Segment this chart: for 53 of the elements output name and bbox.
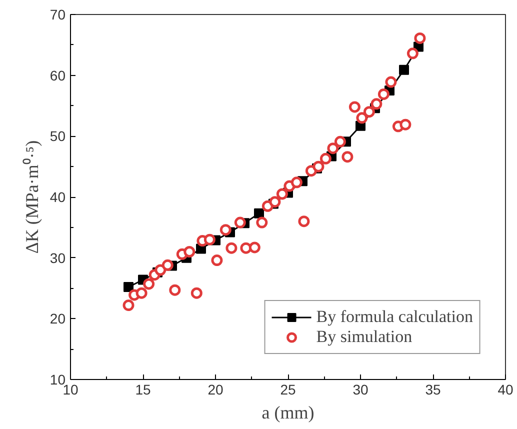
y-axis-title: ΔK (MPa·m⁰·⁵): [22, 140, 42, 254]
point: [400, 118, 412, 130]
point: [226, 242, 238, 254]
point: [312, 160, 324, 172]
x-tick-label: 30: [352, 382, 368, 398]
point: [399, 64, 409, 75]
point: [298, 216, 310, 228]
point: [348, 101, 360, 113]
point: [190, 287, 202, 299]
point: [136, 287, 148, 299]
point: [254, 208, 264, 218]
point: [363, 106, 375, 118]
point: [290, 176, 302, 188]
point: [342, 151, 354, 163]
x-tick-label: 20: [208, 382, 224, 398]
point: [122, 300, 134, 312]
y-tick-label: 70: [50, 6, 66, 22]
point: [414, 32, 426, 44]
point: [248, 242, 260, 254]
x-tick-label: 40: [498, 382, 514, 398]
point: [162, 259, 174, 271]
x-axis-title: a (mm): [262, 402, 314, 422]
point: [269, 196, 281, 208]
point: [204, 234, 216, 246]
point: [320, 152, 332, 164]
y-tick-label: 40: [50, 189, 66, 205]
point: [124, 282, 134, 292]
point: [327, 142, 339, 154]
point: [220, 224, 232, 236]
point: [334, 136, 346, 148]
point: [370, 98, 382, 110]
y-tick-label: 30: [50, 250, 66, 266]
x-tick-label: 25: [280, 382, 296, 398]
legend-label: By formula calculation: [316, 307, 473, 327]
y-tick-label: 60: [50, 67, 66, 84]
point: [276, 188, 288, 200]
x-tick-label: 15: [135, 382, 151, 398]
legend-label: By simulation: [316, 327, 412, 347]
point: [256, 216, 268, 228]
point: [154, 264, 166, 276]
point: [234, 216, 246, 228]
y-tick-label: 20: [50, 310, 66, 327]
point: [378, 88, 390, 100]
point: [356, 112, 368, 124]
point: [211, 254, 223, 266]
x-tick-label: 35: [425, 382, 441, 398]
point: [406, 48, 418, 60]
point: [385, 76, 397, 88]
point: [184, 246, 196, 258]
y-tick-label: 50: [50, 128, 66, 144]
point: [169, 284, 181, 296]
point: [143, 278, 155, 290]
point: [240, 242, 252, 254]
